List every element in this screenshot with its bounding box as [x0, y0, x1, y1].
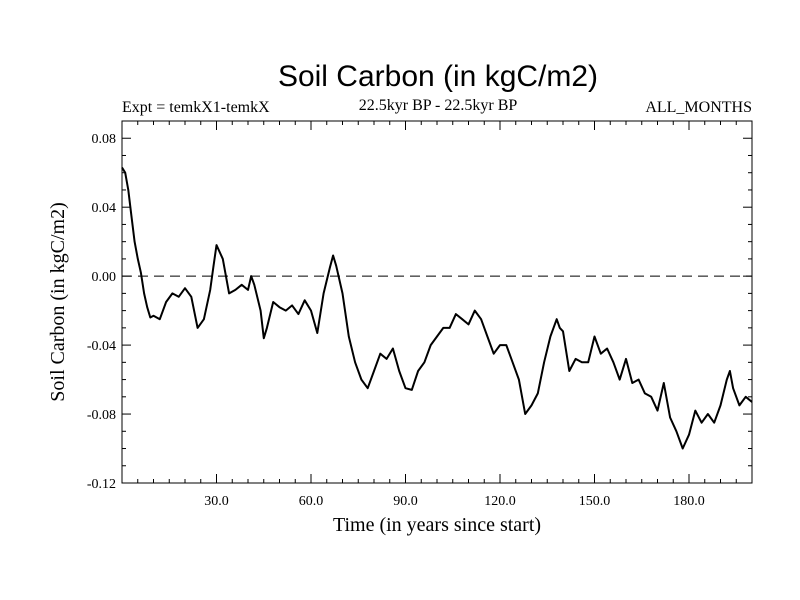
- x-tick-label: 60.0: [299, 494, 324, 509]
- y-tick-label: 0.08: [92, 132, 117, 147]
- months-label: ALL_MONTHS: [645, 99, 752, 116]
- experiment-label: Expt = temkX1-temkX: [122, 99, 270, 116]
- x-axis-label: Time (in years since start): [333, 514, 541, 536]
- y-tick-label: 0.00: [92, 270, 117, 285]
- y-tick-label: -0.12: [87, 477, 116, 492]
- axis-ticks: [122, 121, 752, 483]
- x-tick-label: 30.0: [204, 494, 229, 509]
- period-label: 22.5kyr BP - 22.5kyr BP: [359, 97, 518, 114]
- y-tick-label: -0.08: [87, 408, 116, 423]
- x-tick-label: 120.0: [484, 494, 516, 509]
- y-tick-labels: 0.08 0.04 0.00 -0.04 -0.08 -0.12: [87, 132, 116, 492]
- y-tick-label: -0.04: [87, 339, 116, 354]
- chart-title: Soil Carbon (in kgC/m2): [278, 60, 598, 93]
- x-tick-labels: 30.0 60.0 90.0 120.0 150.0 180.0: [204, 494, 705, 509]
- x-tick-label: 180.0: [673, 494, 705, 509]
- x-tick-label: 150.0: [579, 494, 611, 509]
- plot-frame: [121, 120, 753, 484]
- y-tick-label: 0.04: [92, 201, 117, 216]
- soil-carbon-series-line: [121, 166, 753, 450]
- x-tick-label: 90.0: [393, 494, 418, 509]
- y-axis-label: Soil Carbon (in kgC/m2): [47, 202, 69, 401]
